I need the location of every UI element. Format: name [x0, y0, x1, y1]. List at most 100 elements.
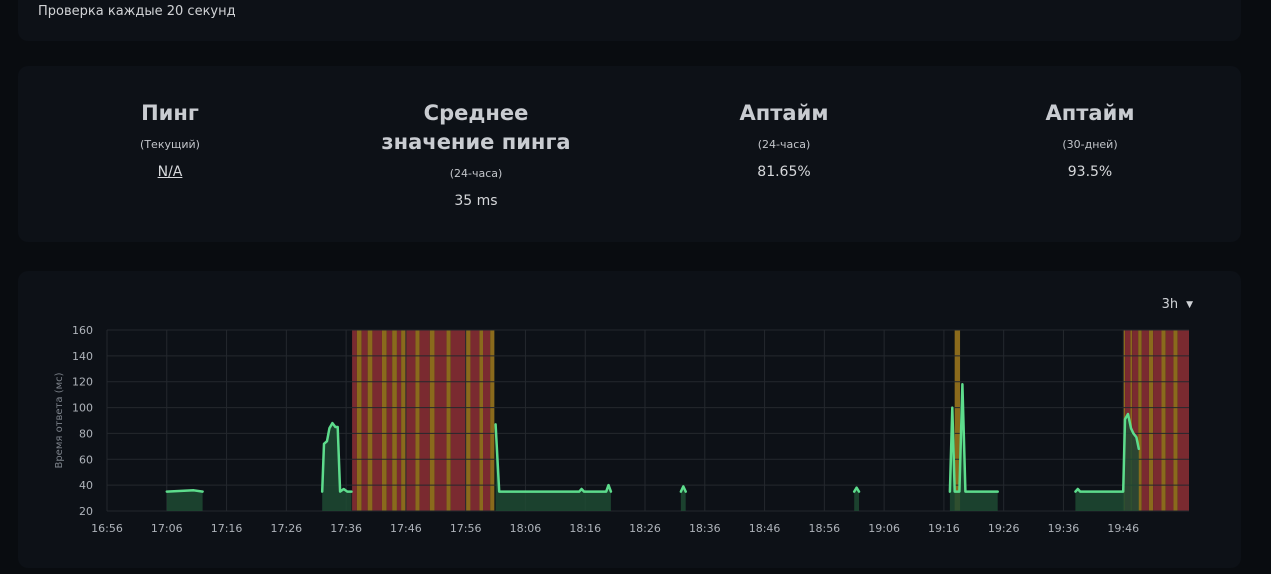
stat-current-ping: Пинг (Текущий) N/A — [40, 66, 300, 180]
stat-period: (24-часа) — [757, 138, 811, 151]
stat-value: 81.65% — [757, 164, 811, 180]
x-tick-label: 18:36 — [689, 522, 721, 535]
status-band-pending — [1138, 330, 1142, 511]
stat-value: 35 ms — [454, 193, 498, 209]
y-axis-label: Время ответа (мс) — [54, 372, 65, 468]
status-band-down — [361, 330, 368, 511]
chart-line — [165, 383, 1141, 493]
chart-range-dropdown[interactable]: 3h ▼ — [1162, 297, 1193, 312]
status-band-pending — [479, 330, 484, 511]
series-line — [494, 423, 613, 493]
stat-title: Аптайм — [1045, 101, 1135, 125]
y-tick-label: 140 — [72, 350, 93, 363]
series-area — [322, 423, 352, 511]
x-tick-label: 18:06 — [510, 522, 542, 535]
status-band-down — [386, 330, 393, 511]
status-band-down — [450, 330, 466, 511]
status-band-down — [434, 330, 447, 511]
series-line — [1074, 412, 1141, 493]
status-band-pending — [367, 330, 373, 511]
series-area — [680, 486, 686, 511]
y-tick-label: 120 — [72, 376, 93, 389]
status-band-down — [1141, 330, 1149, 511]
range-label: 3h — [1161, 297, 1179, 312]
x-tick-label: 17:26 — [270, 522, 302, 535]
x-tick-label: 17:46 — [390, 522, 422, 535]
x-tick-label: 19:16 — [928, 522, 960, 535]
stat-title: Среднее значение пинга — [381, 101, 571, 154]
status-band-pending — [954, 330, 961, 511]
stat-period: (24-часа) — [449, 167, 503, 180]
series-area — [1075, 414, 1139, 511]
status-band-down — [372, 330, 382, 511]
x-tick-label: 19:06 — [868, 522, 900, 535]
status-band-down — [483, 330, 491, 511]
y-tick-label: 60 — [79, 453, 93, 466]
status-band-pending — [381, 330, 387, 511]
series-area — [854, 487, 859, 511]
x-tick-label: 18:16 — [569, 522, 601, 535]
x-tick-label: 18:26 — [629, 522, 661, 535]
status-band-down — [1153, 330, 1162, 511]
status-band-down — [1165, 330, 1174, 511]
status-band-pending — [392, 330, 397, 511]
status-band-pending — [1148, 330, 1154, 511]
stat-title: Аптайм — [739, 101, 829, 125]
y-axis-ticks: 20 40 60 80 100 120 140 160 — [72, 324, 93, 518]
status-band-down — [352, 330, 357, 511]
x-tick-label: 18:56 — [808, 522, 840, 535]
series-line — [948, 383, 999, 493]
series-line — [679, 485, 687, 493]
status-band-pending — [1173, 330, 1178, 511]
series-area — [495, 424, 611, 511]
y-tick-label: 20 — [79, 505, 93, 518]
y-tick-label: 100 — [72, 402, 93, 415]
check-interval-text: Проверка каждые 20 секунд — [38, 4, 236, 19]
series-line — [165, 489, 204, 493]
series-area — [166, 490, 203, 511]
ping-chart-card: 3h ▼ 20 40 60 80 100 120 140 160 16:56 17:06 17:16… — [18, 271, 1241, 568]
status-band-pending — [415, 330, 420, 511]
status-band-down — [1132, 330, 1139, 511]
stat-uptime-30d: Аптайм (30-дней) 93.5% — [960, 66, 1220, 180]
series-line — [852, 486, 861, 493]
chart-grid — [106, 329, 1189, 512]
x-tick-label: 19:36 — [1048, 522, 1080, 535]
status-band-down — [470, 330, 480, 511]
status-band-down — [396, 330, 402, 511]
status-band-pending — [490, 330, 495, 511]
ping-chart: 20 40 60 80 100 120 140 160 16:56 17:06 17:16 17:2… — [54, 324, 1189, 535]
status-band-down — [419, 330, 430, 511]
status-band-pending — [465, 330, 471, 511]
stat-value: 93.5% — [1067, 164, 1113, 180]
status-band-down — [1177, 330, 1189, 511]
monitor-header-card: Проверка каждые 20 секунд — [18, 0, 1241, 41]
y-tick-label: 160 — [72, 324, 93, 337]
x-tick-label: 18:46 — [749, 522, 781, 535]
chevron-down-icon: ▼ — [1186, 300, 1193, 310]
status-band-pending — [401, 330, 406, 511]
stat-period: (Текущий) — [140, 138, 200, 151]
status-band-down — [405, 330, 416, 511]
status-band-pending — [356, 330, 362, 511]
y-tick-label: 40 — [79, 479, 93, 492]
status-band-pending — [1130, 330, 1133, 511]
stat-period: (30-дней) — [1062, 138, 1118, 151]
y-tick-label: 80 — [79, 427, 93, 440]
x-axis-ticks: 16:56 17:06 17:16 17:26 17:36 17:46 17:56 18:06… — [91, 522, 1139, 535]
stat-title: Пинг — [141, 101, 199, 125]
x-tick-label: 19:26 — [988, 522, 1020, 535]
x-tick-label: 17:36 — [330, 522, 362, 535]
x-tick-label: 19:46 — [1107, 522, 1139, 535]
stat-average-ping: Среднее значение пинга (24-часа) 35 ms — [346, 66, 606, 209]
stats-card: Пинг (Текущий) N/A Среднее значение пинг… — [18, 66, 1241, 242]
x-tick-label: 17:16 — [211, 522, 243, 535]
x-tick-label: 17:06 — [151, 522, 183, 535]
current-ping-link[interactable]: N/A — [157, 164, 183, 180]
status-band-pending — [429, 330, 435, 511]
x-tick-label: 16:56 — [91, 522, 123, 535]
x-tick-label: 17:56 — [450, 522, 482, 535]
status-band-pending — [1161, 330, 1166, 511]
status-band-pending — [446, 330, 451, 511]
stat-uptime-24h: Аптайм (24-часа) 81.65% — [654, 66, 914, 180]
